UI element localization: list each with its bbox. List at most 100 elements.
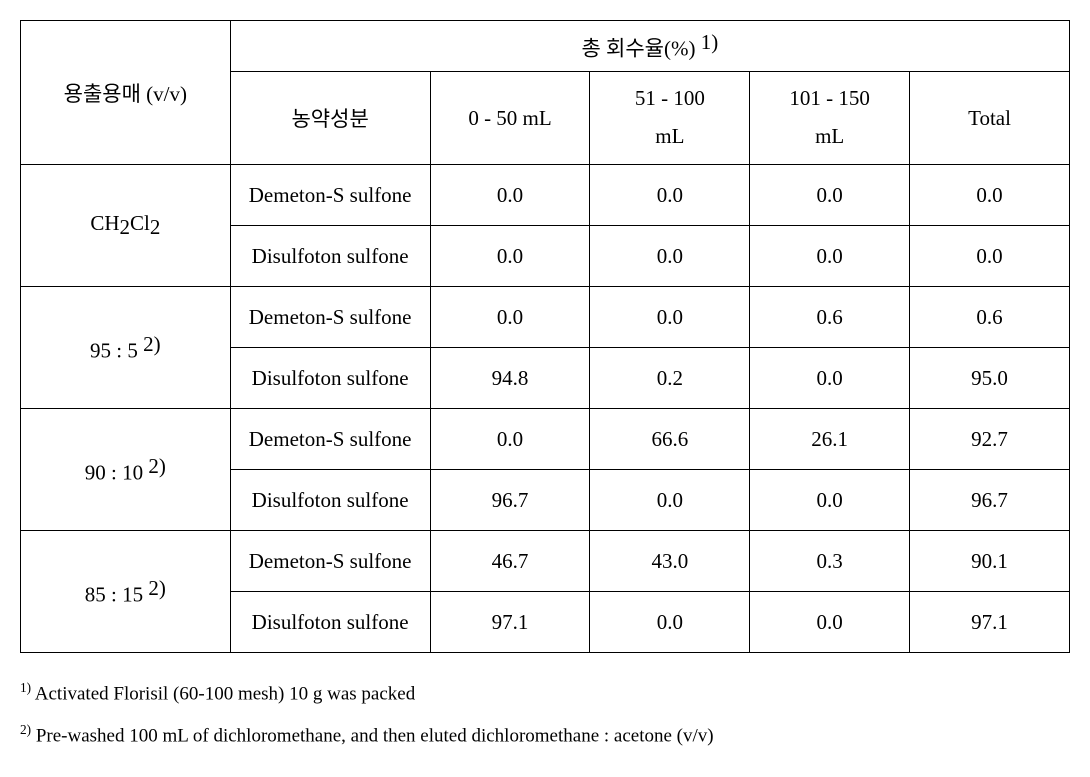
v2-cell: 0.0	[590, 470, 750, 531]
tot-cell: 0.0	[910, 165, 1070, 226]
v3-text: 0.0	[817, 244, 843, 268]
v1-cell: 96.7	[430, 470, 590, 531]
footnotes: 1) Activated Florisil (60-100 mesh) 10 g…	[20, 673, 1070, 757]
footnote-1-sup: 1)	[20, 680, 31, 695]
v3-text: 0.0	[817, 610, 843, 634]
v1-cell: 46.7	[430, 531, 590, 592]
solvent-0-mid: Cl	[130, 211, 150, 235]
tot-text: 0.6	[976, 305, 1002, 329]
pest-cell: Demeton-S sulfone	[230, 165, 430, 226]
tot-cell: 97.1	[910, 592, 1070, 653]
v3-text: 26.1	[811, 427, 848, 451]
v1-cell: 0.0	[430, 287, 590, 348]
tot-text: 0.0	[976, 244, 1002, 268]
v2-cell: 0.0	[590, 592, 750, 653]
tot-text: 96.7	[971, 488, 1008, 512]
pest-text: Disulfoton sulfone	[252, 488, 409, 512]
tot-text: 97.1	[971, 610, 1008, 634]
v2-cell: 0.0	[590, 165, 750, 226]
header-recovery-pre: 총 회수율(%)	[581, 36, 700, 60]
v3-text: 0.0	[817, 366, 843, 390]
pest-cell: Demeton-S sulfone	[230, 287, 430, 348]
pest-text: Demeton-S sulfone	[249, 549, 412, 573]
tot-cell: 0.0	[910, 226, 1070, 287]
pest-text: Demeton-S sulfone	[249, 427, 412, 451]
tot-cell: 96.7	[910, 470, 1070, 531]
solvent-0-pre: CH	[90, 211, 119, 235]
v3-text: 0.0	[817, 183, 843, 207]
table-row: CH2Cl2 Demeton-S sulfone 0.0 0.0 0.0 0.0	[21, 165, 1070, 226]
subheader-pesticide-text: 농약성분	[291, 107, 368, 131]
solvent-3-sup: 2)	[148, 576, 166, 600]
v1-cell: 97.1	[430, 592, 590, 653]
v2-text: 0.0	[657, 610, 683, 634]
solvent-2-sup: 2)	[148, 454, 166, 478]
subheader-frac1: 0 - 50 mL	[430, 72, 590, 165]
tot-cell: 90.1	[910, 531, 1070, 592]
solvent-3-label: 85 : 15	[85, 582, 149, 606]
v1-text: 46.7	[492, 549, 529, 573]
recovery-table: 용출용매 (v/v) 총 회수율(%) 1) 농약성분 0 - 50 mL 51…	[20, 20, 1070, 653]
v1-text: 0.0	[497, 244, 523, 268]
table-row: 85 : 15 2) Demeton-S sulfone 46.7 43.0 0…	[21, 531, 1070, 592]
v2-text: 0.0	[657, 305, 683, 329]
v1-cell: 94.8	[430, 348, 590, 409]
footnote-2-sup: 2)	[20, 722, 31, 737]
v3-cell: 0.0	[750, 165, 910, 226]
subheader-frac2: 51 - 100 mL	[590, 72, 750, 165]
v3-cell: 0.0	[750, 470, 910, 531]
solvent-cell-3: 85 : 15 2)	[21, 531, 231, 653]
table-row: 90 : 10 2) Demeton-S sulfone 0.0 66.6 26…	[21, 409, 1070, 470]
v2-cell: 0.0	[590, 287, 750, 348]
v3-text: 0.6	[817, 305, 843, 329]
v1-cell: 0.0	[430, 226, 590, 287]
tot-text: 0.0	[976, 183, 1002, 207]
subheader-frac3-l2: mL	[815, 124, 844, 148]
pest-text: Demeton-S sulfone	[249, 305, 412, 329]
footnote-2-text: Pre-washed 100 mL of dichloromethane, an…	[31, 725, 714, 746]
solvent-1-label: 95 : 5	[90, 338, 143, 362]
v1-text: 94.8	[492, 366, 529, 390]
table-row: 95 : 5 2) Demeton-S sulfone 0.0 0.0 0.6 …	[21, 287, 1070, 348]
v3-cell: 0.0	[750, 348, 910, 409]
footnote-1: 1) Activated Florisil (60-100 mesh) 10 g…	[20, 673, 1070, 715]
v3-cell: 0.0	[750, 226, 910, 287]
v1-text: 97.1	[492, 610, 529, 634]
v2-text: 66.6	[651, 427, 688, 451]
v2-text: 0.0	[657, 488, 683, 512]
v1-text: 96.7	[492, 488, 529, 512]
tot-cell: 0.6	[910, 287, 1070, 348]
solvent-cell-2: 90 : 10 2)	[21, 409, 231, 531]
v1-text: 0.0	[497, 305, 523, 329]
tot-text: 92.7	[971, 427, 1008, 451]
v3-cell: 0.3	[750, 531, 910, 592]
v1-cell: 0.0	[430, 409, 590, 470]
solvent-0-sub2: 2	[150, 215, 161, 239]
v2-cell: 66.6	[590, 409, 750, 470]
header-solvent-text: 용출용매 (v/v)	[64, 82, 187, 106]
pest-cell: Demeton-S sulfone	[230, 531, 430, 592]
v2-text: 0.2	[657, 366, 683, 390]
v3-cell: 26.1	[750, 409, 910, 470]
subheader-frac2-l2: mL	[655, 124, 684, 148]
tot-text: 90.1	[971, 549, 1008, 573]
footnote-2: 2) Pre-washed 100 mL of dichloromethane,…	[20, 715, 1070, 757]
v2-cell: 0.2	[590, 348, 750, 409]
footnote-1-text: Activated Florisil (60-100 mesh) 10 g wa…	[31, 683, 415, 704]
subheader-frac2-l1: 51 - 100	[635, 86, 705, 110]
v1-cell: 0.0	[430, 165, 590, 226]
solvent-1-sup: 2)	[143, 332, 161, 356]
pest-cell: Disulfoton sulfone	[230, 348, 430, 409]
pest-cell: Demeton-S sulfone	[230, 409, 430, 470]
v2-cell: 43.0	[590, 531, 750, 592]
header-recovery: 총 회수율(%) 1)	[230, 21, 1069, 72]
v1-text: 0.0	[497, 183, 523, 207]
pest-text: Demeton-S sulfone	[249, 183, 412, 207]
tot-cell: 95.0	[910, 348, 1070, 409]
tot-cell: 92.7	[910, 409, 1070, 470]
solvent-0-sub1: 2	[120, 215, 131, 239]
subheader-frac1-text: 0 - 50 mL	[468, 106, 551, 130]
header-solvent: 용출용매 (v/v)	[21, 21, 231, 165]
v2-cell: 0.0	[590, 226, 750, 287]
v1-text: 0.0	[497, 427, 523, 451]
